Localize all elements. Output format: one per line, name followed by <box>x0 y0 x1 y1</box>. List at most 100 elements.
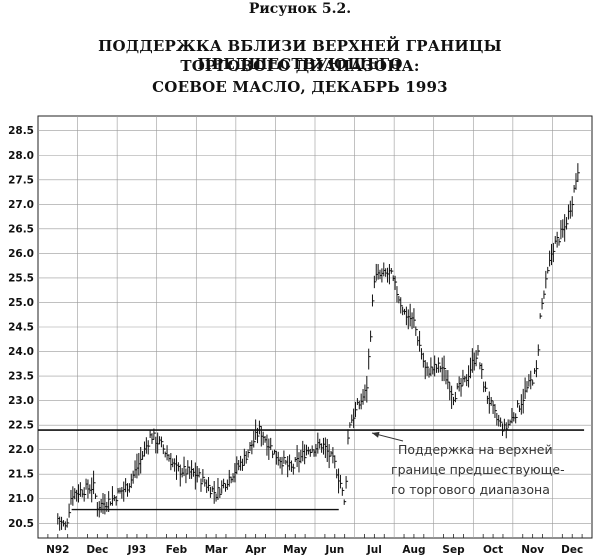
price-bar <box>339 474 343 489</box>
price-bar <box>83 487 87 502</box>
price-bar <box>517 400 520 408</box>
price-bar <box>162 444 166 455</box>
price-bar <box>115 496 119 506</box>
price-bar <box>394 275 398 290</box>
y-tick-label: 24.0 <box>8 346 34 358</box>
price-bar <box>219 488 222 498</box>
price-bar <box>371 294 375 307</box>
price-bar <box>253 431 256 448</box>
price-bar <box>413 308 416 329</box>
x-tick-label: Apr <box>245 544 267 556</box>
x-tick-label: J93 <box>127 544 147 556</box>
x-tick-label: May <box>283 544 307 556</box>
x-tick-label: N92 <box>46 544 69 556</box>
chart-grid <box>37 115 593 539</box>
y-tick-label: 26.0 <box>8 248 34 260</box>
price-bar <box>353 408 356 429</box>
price-bars <box>57 163 580 531</box>
price-bar <box>334 455 337 469</box>
price-bar <box>355 401 358 418</box>
price-bar <box>537 344 541 356</box>
price-bar <box>347 429 350 445</box>
price-bar <box>558 238 562 246</box>
y-tick-label: 28.5 <box>8 125 34 137</box>
price-bar <box>451 385 454 409</box>
y-tick-label: 22.0 <box>8 444 34 456</box>
price-bar <box>388 264 392 285</box>
price-bar <box>283 450 286 464</box>
price-bar <box>494 404 497 419</box>
x-tick-label: Dec <box>561 544 583 556</box>
y-tick-label: 27.5 <box>8 174 34 186</box>
price-bar <box>94 493 98 499</box>
y-tick-label: 24.5 <box>8 322 34 334</box>
price-bar <box>341 487 345 496</box>
price-bar <box>545 270 548 289</box>
y-tick-label: 25.0 <box>8 297 34 309</box>
price-bar <box>370 330 373 342</box>
price-bar <box>345 476 349 489</box>
price-bar <box>539 313 543 319</box>
y-tick-label: 26.5 <box>8 223 34 235</box>
y-tick-label: 20.5 <box>8 518 34 530</box>
price-bar <box>202 469 205 483</box>
x-tick-label: Nov <box>521 544 544 556</box>
price-bar <box>140 446 143 474</box>
price-bar <box>272 450 275 459</box>
price-bar <box>532 380 535 386</box>
price-bar <box>443 355 447 382</box>
price-bar <box>223 478 226 489</box>
price-bar <box>477 344 480 356</box>
y-tick-label: 22.5 <box>8 420 34 432</box>
annotation-line-1: Поддержка на верхней <box>398 442 553 457</box>
price-bar <box>556 231 560 248</box>
price-bar <box>217 478 220 500</box>
price-bar <box>93 470 96 495</box>
x-tick-label: Feb <box>166 544 188 556</box>
price-bar <box>198 468 202 478</box>
x-tick-label: Jun <box>324 544 344 556</box>
price-bar <box>571 196 575 217</box>
price-bar <box>368 348 371 370</box>
y-tick-label: 27.0 <box>8 199 34 211</box>
price-bar <box>437 357 441 373</box>
x-tick-label: Mar <box>205 544 229 556</box>
x-tick-label: Dec <box>86 544 108 556</box>
price-bar <box>434 355 437 377</box>
price-bar <box>200 478 203 492</box>
x-tick-label: Oct <box>483 544 503 556</box>
price-bar <box>183 456 187 477</box>
x-tick-label: Jul <box>366 544 382 556</box>
horizontal-lines <box>38 429 585 511</box>
y-tick-label: 25.5 <box>8 272 34 284</box>
x-tick-label: Sep <box>442 544 465 556</box>
annotation-arrowhead <box>372 431 380 438</box>
price-bar <box>281 456 285 475</box>
y-tick-label: 21.0 <box>8 493 34 505</box>
y-tick-label: 23.5 <box>8 371 34 383</box>
price-bar <box>160 436 164 448</box>
price-bar <box>108 491 111 513</box>
y-tick-label: 28.0 <box>8 150 34 162</box>
price-bar <box>485 381 488 392</box>
price-bar <box>292 463 296 475</box>
price-bar <box>530 370 533 390</box>
figure-label: Рисунок 5.2. <box>248 1 352 17</box>
price-bar <box>373 275 377 289</box>
price-bar <box>419 330 422 352</box>
price-bar <box>535 360 539 378</box>
price-bar <box>304 444 307 465</box>
price-bar <box>541 298 545 310</box>
price-bar <box>577 163 580 183</box>
price-bar <box>500 417 503 427</box>
annotation-line-3: го торгового диапазона <box>391 482 550 497</box>
price-bar <box>396 286 399 303</box>
price-bar <box>349 422 352 428</box>
price-bar <box>208 477 211 492</box>
price-bar <box>547 266 550 274</box>
chart-title-line-2: ТОРГОВОГО ДИАПАЗОНА: <box>180 57 420 75</box>
price-bar <box>460 377 464 397</box>
chart-title-line-1: ПОДДЕРЖКА ВБЛИЗИ ВЕРХНЕЙ ГРАНИЦЫ ПРЕДШЕС… <box>98 37 502 73</box>
x-axis-labels: N92 Dec J93 Feb Mar Apr May Jun Jul Aug Sep Oct Nov D… <box>46 544 583 556</box>
